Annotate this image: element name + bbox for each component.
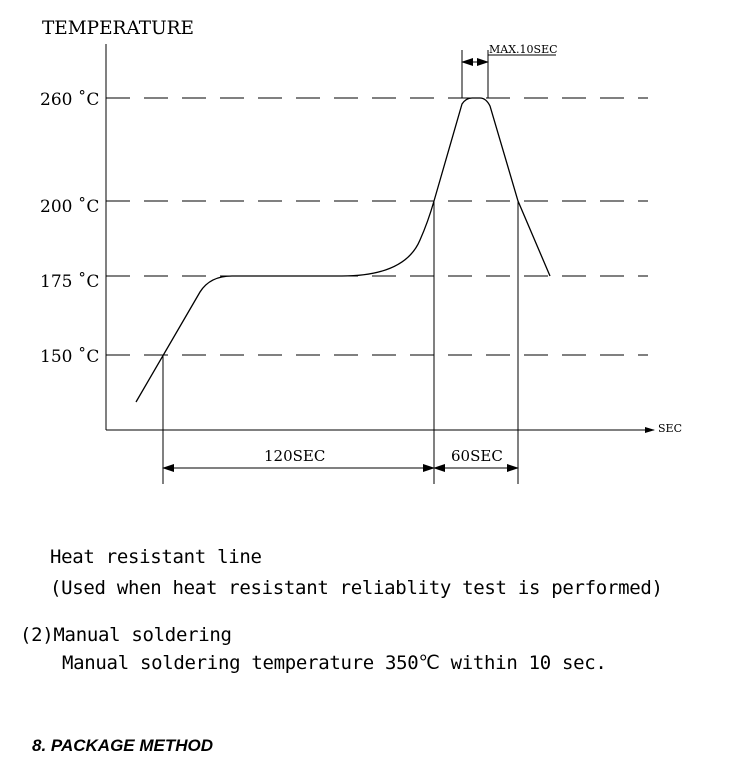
peak-window-label: MAX.10SEC	[489, 43, 558, 56]
profile-curve	[135, 97, 551, 403]
x-axis-unit-label: SEC	[658, 422, 682, 435]
heat-resistant-line-title: Heat resistant line	[50, 546, 262, 568]
manual-soldering-title: (2)Manual soldering	[20, 624, 232, 646]
section-heading-package-method: 8. PACKAGE METHOD	[32, 736, 214, 755]
temp-label-175: 175 ˚C	[40, 272, 99, 292]
temp-label-200: 200 ˚C	[40, 197, 99, 217]
temp-label-150: 150 ˚C	[40, 347, 99, 367]
reflow-duration-label: 60SEC	[451, 447, 503, 465]
reflow-profile-diagram: TEMPERATURE SEC 260 ˚C 200 ˚C 175 ˚C 150…	[40, 17, 682, 484]
preheat-duration-label: 120SEC	[264, 447, 325, 465]
temp-label-260: 260 ˚C	[40, 90, 99, 110]
manual-soldering-detail: Manual soldering temperature 350℃ within…	[62, 652, 607, 674]
heat-resistant-line-note: (Used when heat resistant reliablity tes…	[50, 577, 663, 599]
y-axis-title: TEMPERATURE	[42, 17, 194, 39]
